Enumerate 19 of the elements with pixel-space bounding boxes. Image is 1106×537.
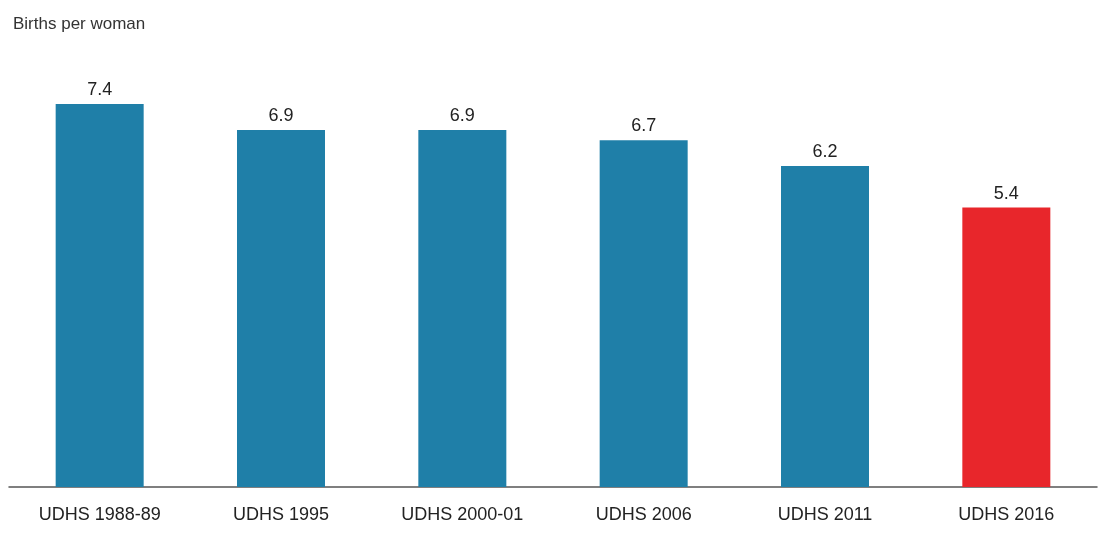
bar (237, 129, 325, 487)
bar (962, 207, 1051, 487)
x-tick-label: UDHS 2006 (595, 504, 692, 524)
x-tick-label: UDHS 2000-01 (401, 504, 524, 524)
data-label: 6.7 (631, 115, 657, 136)
x-tick-label: UDHS 2016 (958, 504, 1055, 524)
x-tick-label: UDHS 2011 (777, 504, 873, 524)
x-tick-label: UDHS 1995 (232, 504, 330, 524)
bar (599, 140, 688, 487)
y-axis-title: Births per woman (13, 14, 146, 33)
data-label: 6.9 (268, 104, 294, 125)
bar (418, 129, 507, 487)
bar (781, 166, 869, 487)
data-label: 5.4 (993, 182, 1019, 203)
bar (55, 104, 144, 487)
data-label: 6.2 (812, 141, 838, 162)
data-label: 6.9 (449, 104, 475, 125)
data-label: 7.4 (87, 79, 113, 99)
x-tick-label: UDHS 1988-89 (38, 504, 161, 524)
